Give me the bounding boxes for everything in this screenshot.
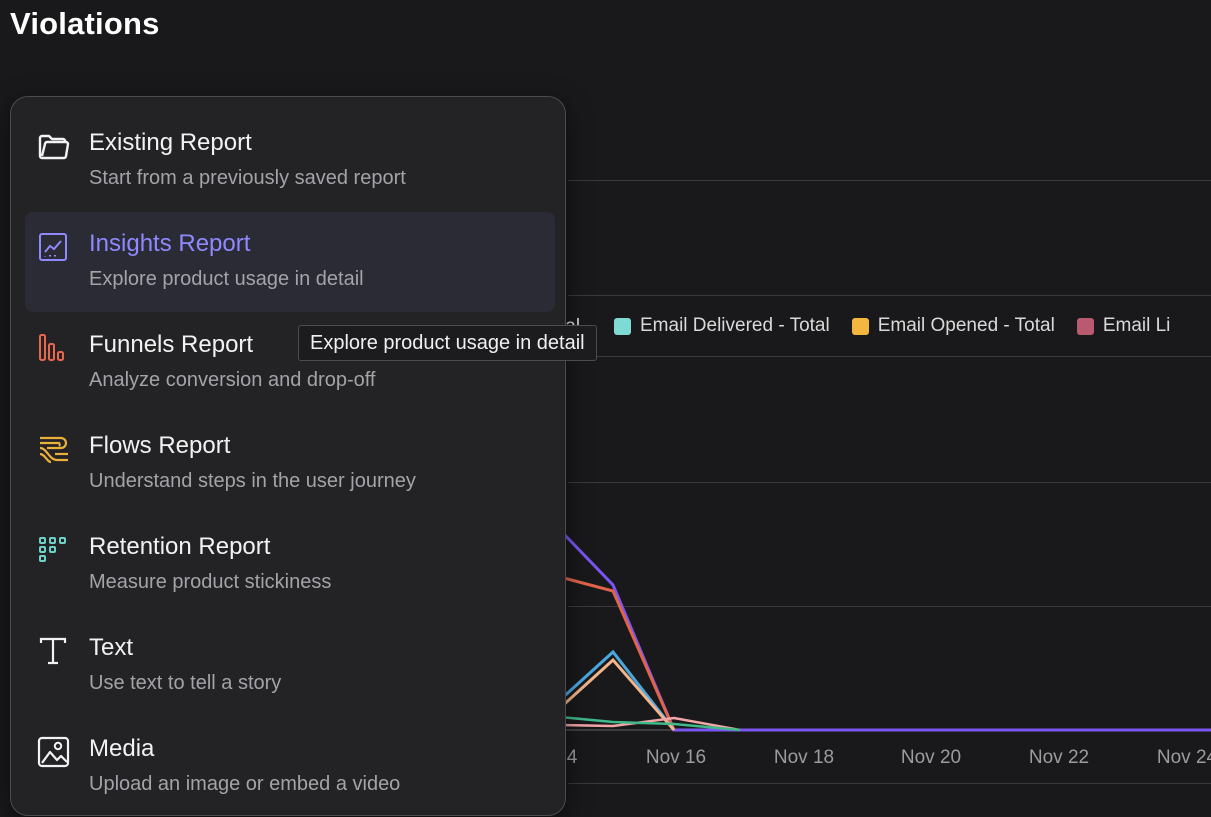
legend-swatch [851, 317, 869, 335]
menu-item-description: Explore product usage in detail [89, 268, 364, 290]
x-axis-tick: Nov 18 [773, 747, 835, 768]
legend-item-email-opened[interactable]: Email Opened - Total [851, 315, 1055, 337]
menu-item-label: Existing Report [89, 129, 252, 156]
menu-item-label: Insights Report [89, 230, 251, 257]
chart-gridline [568, 783, 1211, 784]
menu-item-label: Retention Report [89, 533, 271, 560]
chart-gridline [568, 295, 1211, 296]
flows-icon [39, 436, 68, 464]
menu-item-description: Understand steps in the user journey [89, 470, 416, 492]
series-line-blue [558, 649, 676, 731]
menu-item-description: Start from a previously saved report [89, 167, 406, 189]
chart-gridline [568, 356, 1211, 357]
menu-item-label: Media [89, 735, 155, 762]
menu-item-existing-report[interactable]: Existing Report Start from a previously … [25, 111, 555, 211]
menu-item-label: Flows Report [89, 432, 231, 459]
x-axis-tick: Nov 16 [645, 747, 707, 768]
series-line-peach [558, 657, 676, 731]
menu-item-media[interactable]: Media Upload an image or embed a video [25, 717, 555, 817]
add-report-menu: Existing Report Start from a previously … [10, 96, 566, 816]
chart-legend: Email Delivered - Total Email Opened - T… [614, 312, 1170, 340]
menu-item-funnels-report[interactable]: Funnels Report Analyze conversion and dr… [25, 313, 555, 413]
menu-item-label: Funnels Report [89, 331, 254, 358]
insights-chart-icon [39, 233, 67, 261]
funnel-bars-icon [39, 334, 64, 361]
legend-item-email-link[interactable]: Email Li [1076, 315, 1171, 337]
series-line-purple [558, 528, 1211, 732]
chart-gridline [568, 482, 1211, 483]
menu-item-flows-report[interactable]: Flows Report Understand steps in the use… [25, 414, 555, 514]
x-axis-tick: Nov 22 [1028, 747, 1090, 768]
menu-item-text[interactable]: Text Use text to tell a story [25, 616, 555, 716]
chart-gridline [568, 606, 1211, 607]
retention-grid-icon [39, 537, 66, 562]
chart-gridline [568, 180, 1211, 181]
menu-item-insights-report[interactable]: Insights Report Explore product usage in… [25, 212, 555, 312]
legend-label: Email Delivered - Total [640, 315, 830, 336]
series-line-pink [559, 716, 741, 732]
menu-item-description: Upload an image or embed a video [89, 773, 401, 795]
menu-item-retention-report[interactable]: Retention Report Measure product stickin… [25, 515, 555, 615]
legend-swatch [1076, 317, 1094, 335]
legend-item-email-delivered[interactable]: Email Delivered - Total [614, 315, 830, 337]
text-icon [39, 637, 67, 665]
media-image-icon [37, 736, 70, 768]
folder-icon [38, 134, 70, 160]
menu-item-description: Measure product stickiness [89, 571, 332, 593]
x-axis-tick: Nov 24 [1156, 747, 1211, 768]
legend-label: Email Li [1102, 315, 1171, 336]
x-axis-tick: 4 [566, 747, 578, 768]
page-title: Violations [10, 6, 160, 41]
menu-item-description: Use text to tell a story [89, 672, 282, 694]
legend-label: Email Opened - Total [877, 315, 1055, 336]
menu-item-label: Text [89, 634, 134, 661]
legend-swatch [614, 317, 631, 335]
x-axis-tick: Nov 20 [900, 747, 962, 768]
series-line-red [559, 575, 676, 731]
menu-item-description: Analyze conversion and drop-off [89, 369, 376, 391]
hover-tooltip: Explore product usage in detail [298, 325, 597, 361]
series-line-green [559, 715, 741, 732]
